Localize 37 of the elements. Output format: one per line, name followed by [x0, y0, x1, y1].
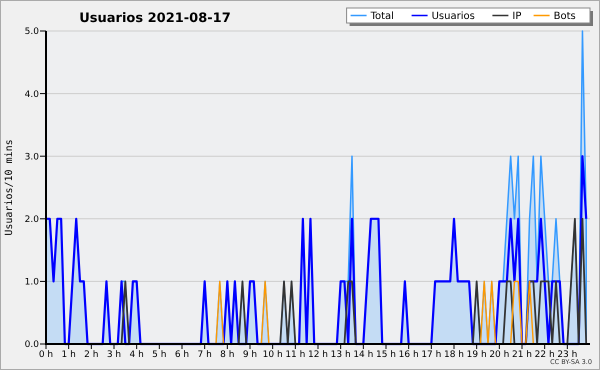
x-tick-label: 7 h — [198, 350, 212, 360]
x-tick-label: 23 h — [557, 350, 578, 360]
line-series — [44, 155, 588, 346]
y-tick-label: 5.0 — [24, 27, 40, 38]
x-tick-label: 22 h — [534, 350, 555, 360]
y-tick-label: 2.0 — [24, 214, 40, 225]
x-tick-label: 4 h — [130, 350, 144, 360]
x-tick-label: 14 h — [353, 350, 374, 360]
x-tick-label: 16 h — [398, 350, 419, 360]
x-tick-label: 17 h — [421, 350, 442, 360]
x-tick-label: 10 h — [262, 350, 283, 360]
y-tick-label: 0.0 — [24, 340, 40, 350]
x-tick-label: 6 h — [174, 350, 190, 360]
legend-label: Total — [370, 11, 394, 22]
legend-label: IP — [512, 11, 522, 22]
x-tick-label: 5 h — [152, 350, 166, 360]
x-tick-label: 9 h — [242, 350, 258, 360]
x-tick-label: 2 h — [84, 350, 98, 360]
x-tick-label: 12 h — [308, 350, 328, 360]
x-tick-label: 19 h — [466, 350, 487, 360]
y-axis-title: Usuarios/10 mins — [4, 139, 15, 236]
x-tick-label: 11 h — [285, 350, 306, 360]
x-tick-label: 1 h — [62, 350, 76, 360]
legend-label: Usuarios — [432, 11, 475, 22]
chart-title: Usuarios 2021-08-17 — [79, 11, 231, 26]
legend-label: Bots — [554, 11, 576, 22]
x-tick-label: 13 h — [330, 350, 351, 360]
y-tick-label: 4.0 — [24, 90, 40, 100]
x-tick-label: 3 h — [106, 350, 122, 360]
x-tick-label: 20 h — [489, 350, 510, 360]
x-tick-label: 0 h — [38, 350, 54, 360]
y-tick-label: 1.0 — [24, 278, 40, 288]
y-tick-label: 3.0 — [24, 152, 40, 162]
x-tick-label: 18 h — [444, 350, 464, 360]
x-tick-label: 8 h — [220, 350, 234, 360]
x-tick-label: 21 h — [512, 350, 532, 360]
x-tick-label: 15 h — [376, 350, 396, 360]
